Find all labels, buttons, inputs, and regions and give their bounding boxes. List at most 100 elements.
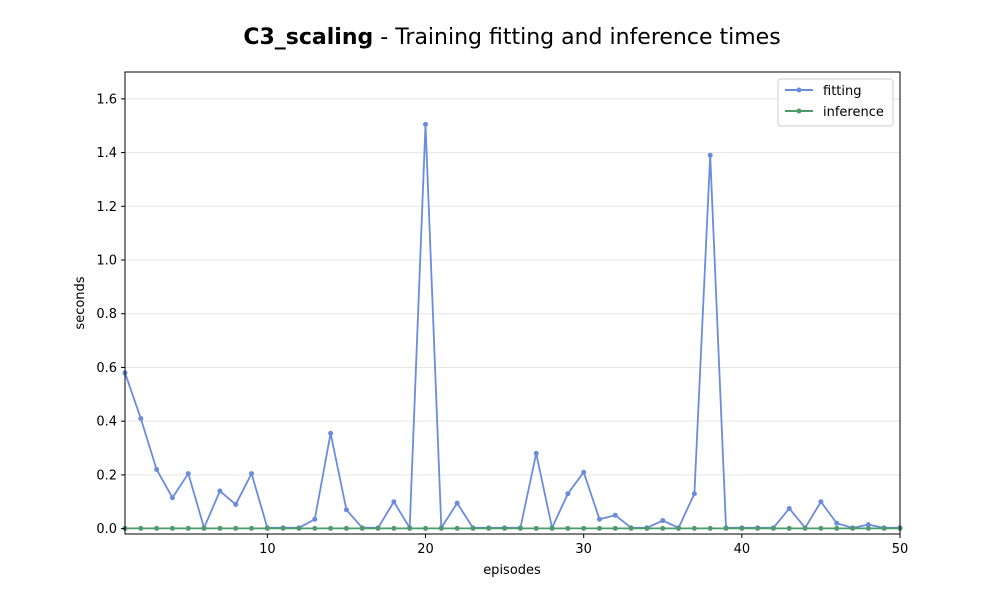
data-point-inference bbox=[755, 525, 761, 531]
data-point-fitting bbox=[138, 416, 144, 421]
data-point-inference bbox=[628, 525, 634, 531]
data-point-inference bbox=[723, 525, 729, 531]
legend: fitting inference bbox=[777, 78, 894, 127]
gridlines bbox=[125, 98, 900, 530]
data-point-fitting bbox=[217, 488, 223, 494]
data-point-fitting bbox=[328, 430, 334, 436]
data-point-inference bbox=[644, 525, 650, 531]
data-point-inference bbox=[249, 525, 255, 531]
data-point-fitting bbox=[818, 499, 824, 505]
data-point-fitting bbox=[185, 471, 191, 477]
data-point-fitting bbox=[391, 499, 397, 505]
x-tick-label: 10 bbox=[259, 542, 276, 557]
y-tick-label: 0.0 bbox=[96, 522, 117, 537]
data-point-fitting bbox=[834, 520, 840, 526]
data-point-inference bbox=[676, 525, 682, 531]
data-point-inference bbox=[802, 525, 808, 531]
data-point-inference bbox=[169, 525, 175, 531]
data-point-inference bbox=[391, 525, 397, 531]
data-point-inference bbox=[328, 525, 334, 531]
y-tick-label: 0.2 bbox=[96, 468, 117, 483]
data-point-inference bbox=[138, 525, 144, 531]
y-tick-label: 1.4 bbox=[96, 146, 117, 161]
y-tick-label: 1.2 bbox=[96, 200, 117, 215]
data-point-fitting bbox=[233, 501, 239, 507]
data-point-inference bbox=[217, 525, 223, 531]
data-point-inference bbox=[865, 525, 871, 531]
series-layer bbox=[122, 121, 903, 531]
data-point-fitting bbox=[169, 495, 175, 501]
data-point-inference bbox=[660, 525, 666, 531]
data-point-inference bbox=[581, 525, 587, 531]
data-point-inference bbox=[818, 525, 824, 531]
data-point-inference bbox=[438, 525, 444, 531]
data-point-inference bbox=[533, 525, 539, 531]
data-point-inference bbox=[233, 525, 239, 531]
data-point-fitting bbox=[454, 500, 460, 506]
x-tick-label: 20 bbox=[417, 542, 434, 557]
x-tick-label: 40 bbox=[734, 542, 751, 557]
x-tick-label: 50 bbox=[892, 542, 909, 557]
data-point-inference bbox=[454, 525, 460, 531]
data-point-inference bbox=[881, 525, 887, 531]
data-point-inference bbox=[565, 525, 571, 531]
data-point-inference bbox=[201, 525, 207, 531]
x-tick-label: 30 bbox=[575, 542, 592, 557]
legend-marker-inference bbox=[796, 108, 802, 114]
data-point-fitting bbox=[596, 516, 602, 522]
data-point-fitting bbox=[707, 152, 713, 158]
data-point-fitting bbox=[312, 516, 318, 522]
data-point-inference bbox=[280, 525, 286, 531]
data-point-fitting bbox=[581, 469, 587, 475]
data-point-inference bbox=[470, 525, 476, 531]
data-point-inference bbox=[691, 525, 697, 531]
data-point-inference bbox=[850, 525, 856, 531]
y-tick-label: 0.4 bbox=[96, 415, 117, 430]
data-point-inference bbox=[407, 525, 413, 531]
data-point-inference bbox=[154, 525, 160, 531]
y-tick-label: 1.0 bbox=[96, 254, 117, 269]
data-point-inference bbox=[612, 525, 618, 531]
y-tick-label: 0.8 bbox=[96, 307, 117, 322]
data-point-fitting bbox=[691, 491, 697, 497]
data-point-inference bbox=[739, 525, 745, 531]
plot-frame bbox=[124, 71, 901, 535]
chart-title: C3_scaling - Training fitting and infere… bbox=[243, 25, 780, 50]
data-point-inference bbox=[375, 525, 381, 531]
series-line-fitting bbox=[124, 123, 900, 529]
data-point-fitting bbox=[423, 121, 429, 127]
data-point-fitting bbox=[612, 512, 618, 518]
data-point-fitting bbox=[249, 471, 255, 477]
legend-label-fitting: fitting bbox=[823, 84, 862, 99]
data-point-inference bbox=[296, 525, 302, 531]
x-axis-label: episodes bbox=[483, 563, 541, 578]
legend-marker-fitting bbox=[796, 87, 802, 93]
legend-label-inference: inference bbox=[823, 105, 884, 120]
data-point-inference bbox=[185, 525, 191, 531]
data-point-fitting bbox=[865, 522, 871, 528]
data-point-inference bbox=[707, 525, 713, 531]
chart-title-rest: - Training fitting and inference times bbox=[373, 25, 780, 50]
y-tick-label: 1.6 bbox=[96, 92, 117, 107]
data-point-inference bbox=[312, 525, 318, 531]
data-point-inference bbox=[359, 525, 365, 531]
data-point-inference bbox=[343, 525, 349, 531]
data-point-inference bbox=[502, 525, 508, 531]
y-tick-label: 0.6 bbox=[96, 361, 117, 376]
data-point-inference bbox=[786, 525, 792, 531]
y-axis-label: seconds bbox=[73, 276, 88, 329]
data-point-inference bbox=[834, 525, 840, 531]
y-axis: 0.0 0.2 0.4 0.6 0.8 1.0 1.2 1.4 1.6 bbox=[96, 92, 125, 537]
data-point-fitting bbox=[533, 450, 539, 456]
data-point-inference bbox=[517, 525, 523, 531]
data-point-fitting bbox=[565, 491, 571, 497]
chart-title-bold: C3_scaling bbox=[243, 25, 373, 50]
data-point-inference bbox=[486, 525, 492, 531]
x-axis: 10 20 30 40 50 bbox=[259, 534, 908, 557]
data-point-inference bbox=[549, 525, 555, 531]
data-point-fitting bbox=[154, 467, 160, 473]
data-point-fitting bbox=[786, 505, 792, 511]
data-point-inference bbox=[264, 525, 270, 531]
data-point-fitting bbox=[343, 507, 349, 513]
